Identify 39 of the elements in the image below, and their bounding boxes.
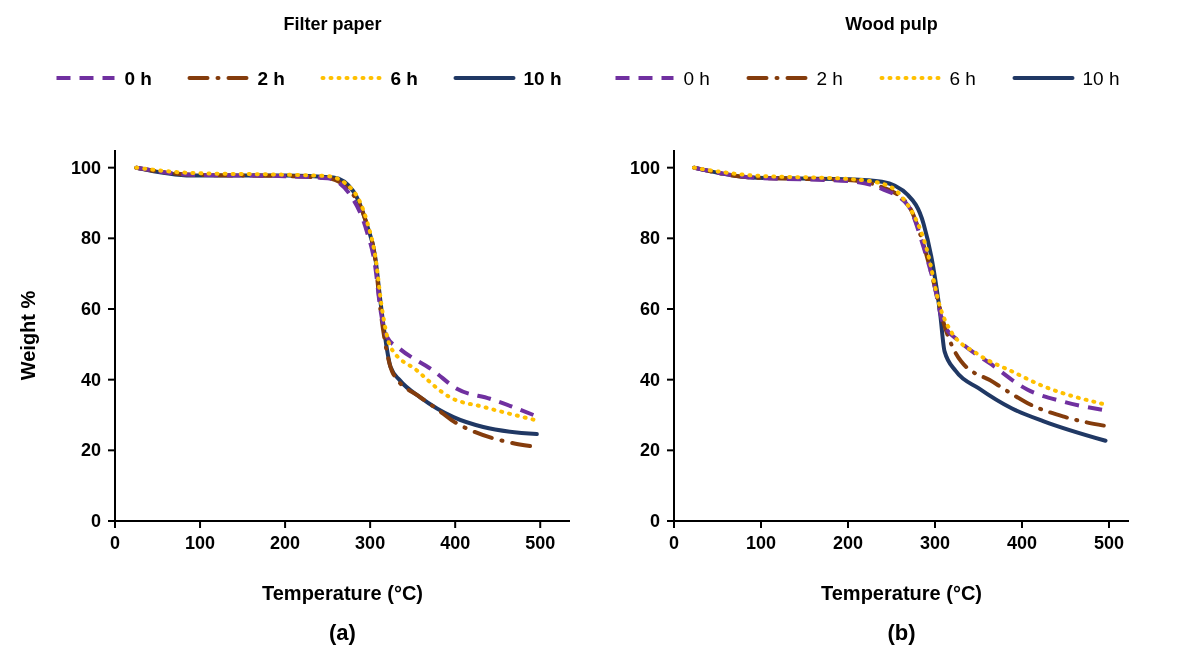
x-tick-label: 300 — [919, 533, 951, 553]
y-tick-label: 60 — [80, 299, 101, 319]
text: (b) — [887, 620, 916, 645]
legend-label: 10 h — [1082, 68, 1120, 89]
y-tick-label: 0 — [649, 511, 660, 531]
x-tick-label: 400 — [440, 533, 471, 553]
legend-label: 10 h — [523, 68, 562, 89]
y-axis-title: Weight % — [17, 290, 39, 381]
y-tick-label: 40 — [80, 369, 101, 390]
x-tick-label: 100 — [745, 533, 777, 553]
legend-label: 0 h — [124, 68, 152, 89]
x-tick-label: 0 — [668, 533, 680, 553]
x-tick-label: 500 — [1093, 533, 1125, 553]
y-tick-label: 100 — [70, 157, 101, 178]
y-tick-label: 100 — [629, 157, 660, 178]
y-tick-label: 0 — [90, 511, 101, 531]
y-tick-label: 20 — [80, 440, 101, 461]
x-axis-title: Temperature (°C) — [262, 582, 423, 604]
legend-label: 2 h — [816, 68, 843, 89]
x-tick-label: 300 — [355, 533, 386, 553]
y-tick-label: 20 — [639, 440, 660, 461]
chart-title: Filter paper — [283, 14, 382, 34]
y-tick-label: 80 — [639, 228, 660, 249]
legend-label: 0 h — [683, 68, 710, 89]
legend-label: 2 h — [257, 68, 285, 89]
x-axis-title: Temperature (°C) — [821, 582, 982, 604]
x-tick-label: 200 — [832, 533, 864, 553]
x-tick-label: 100 — [185, 533, 216, 553]
y-tick-label: 60 — [639, 299, 660, 319]
y-tick-label: 80 — [80, 228, 101, 249]
text: (a) — [329, 620, 356, 645]
x-tick-label: 500 — [525, 533, 556, 553]
chart-title: Wood pulp — [845, 14, 938, 34]
x-tick-label: 400 — [1006, 533, 1038, 553]
y-tick-label: 40 — [639, 369, 660, 390]
x-tick-label: 200 — [270, 533, 301, 553]
legend-label: 6 h — [949, 68, 976, 89]
x-tick-label: 0 — [109, 533, 121, 553]
legend-label: 6 h — [390, 68, 418, 89]
